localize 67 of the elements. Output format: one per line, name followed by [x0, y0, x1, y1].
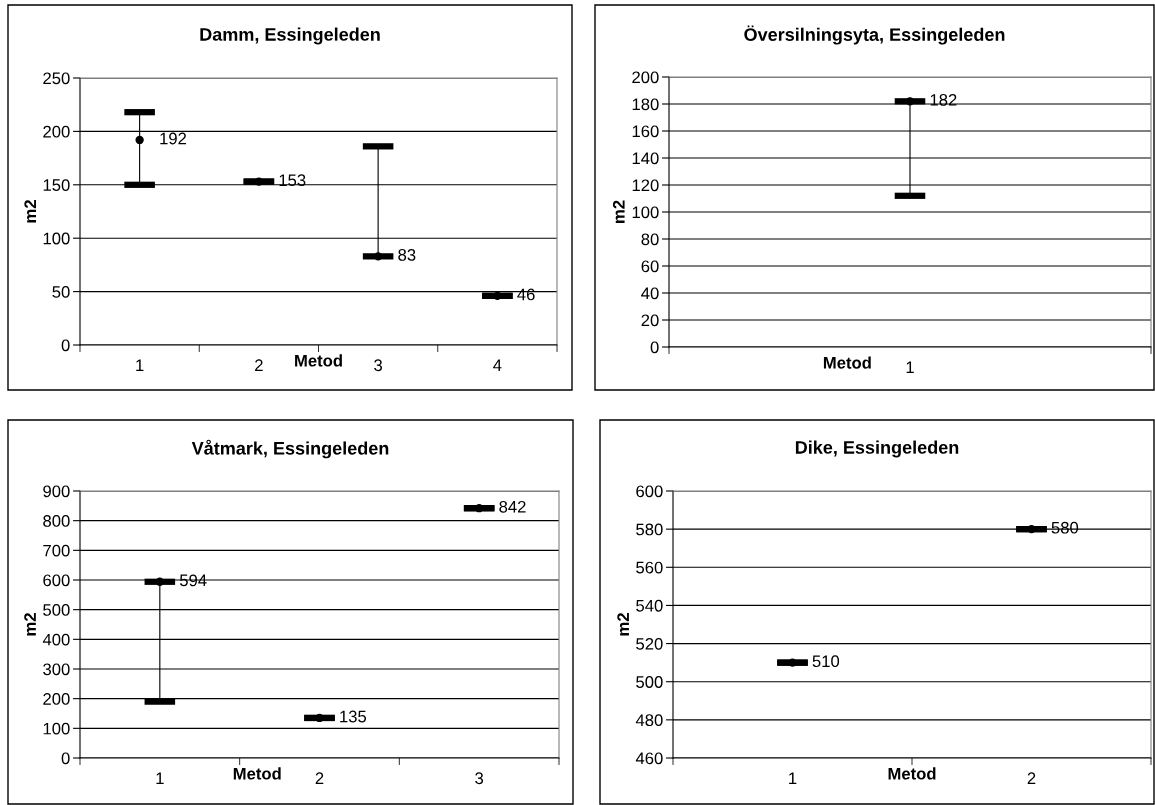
- data-label: 135: [340, 710, 367, 723]
- point: [135, 135, 144, 145]
- y-tick-label: 0: [61, 339, 70, 352]
- y-tick-label: 200: [43, 693, 70, 705]
- y-tick-label: 100: [43, 232, 70, 245]
- y-tick-label: 160: [632, 125, 659, 138]
- y-tick-label: 50: [52, 286, 70, 298]
- y-tick-label: 100: [43, 722, 70, 735]
- data-label: 83: [398, 249, 416, 261]
- x-axis-title: Metod: [888, 767, 936, 780]
- data-label: 510: [812, 655, 840, 668]
- y-tick-label: 140: [632, 152, 659, 165]
- x-tick-label: 1: [156, 772, 164, 784]
- x-tick-label: 2: [1027, 772, 1036, 784]
- y-tick-label: 300: [43, 663, 70, 676]
- y-tick-label: 0: [650, 341, 659, 354]
- y-axis-title: m2: [612, 200, 625, 223]
- y-axis-title: m2: [24, 200, 36, 223]
- x-tick-label: 3: [374, 359, 383, 372]
- y-tick-label: 120: [632, 179, 659, 192]
- y-tick-label: 900: [43, 485, 70, 498]
- chart-title: Översilningsyta, Essingeleden: [744, 25, 1005, 45]
- x-axis-title: Metod: [823, 356, 871, 369]
- y-tick-label: 150: [43, 179, 70, 191]
- y-tick-label: 600: [636, 485, 663, 498]
- y-tick-label: 0: [61, 752, 70, 765]
- y-tick-label: 560: [636, 561, 663, 574]
- y-tick-label: 100: [632, 206, 659, 219]
- x-axis-title: Metod: [233, 767, 281, 780]
- y-tick-label: 700: [43, 544, 70, 557]
- data-label: 192: [160, 132, 187, 145]
- y-tick-label: 460: [635, 752, 663, 765]
- y-tick-label: 800: [43, 515, 70, 527]
- data-label: 153: [279, 174, 306, 187]
- data-label: 182: [930, 93, 957, 106]
- chart-title: Dike, Essingeleden: [795, 440, 959, 458]
- chart-title: Våtmark, Essingeleden: [191, 439, 389, 459]
- data-label: 594: [179, 574, 207, 587]
- y-tick-label: 580: [636, 523, 663, 536]
- y-tick-label: 480: [635, 714, 663, 727]
- y-tick-label: 60: [641, 260, 659, 273]
- y-tick-label: 20: [641, 314, 659, 327]
- data-label: 842: [499, 500, 526, 513]
- x-tick-label: 2: [315, 772, 324, 784]
- y-tick-label: 600: [43, 574, 70, 587]
- x-axis-title: Metod: [295, 354, 342, 367]
- x-tick-label: 1: [789, 772, 797, 784]
- y-axis-title: m2: [24, 613, 36, 636]
- y-tick-label: 540: [636, 599, 663, 612]
- x-tick-label: 4: [493, 359, 502, 371]
- chart-title: Damm, Essingeleden: [200, 27, 380, 45]
- y-tick-label: 500: [43, 604, 70, 616]
- y-tick-label: 400: [42, 633, 70, 646]
- x-tick-label: 1: [136, 359, 144, 371]
- x-tick-label: 1: [906, 361, 914, 373]
- point: [315, 713, 324, 723]
- y-tick-label: 40: [641, 287, 659, 300]
- y-tick-label: 520: [636, 637, 663, 650]
- y-tick-label: 180: [632, 98, 659, 111]
- y-tick-label: 80: [641, 233, 659, 246]
- x-tick-label: 3: [475, 772, 484, 785]
- y-tick-label: 250: [43, 72, 70, 85]
- y-tick-label: 200: [43, 125, 70, 138]
- y-tick-label: 500: [636, 676, 663, 688]
- x-tick-label: 2: [255, 359, 263, 371]
- y-tick-label: 200: [632, 71, 659, 84]
- y-axis-title: m2: [617, 613, 629, 636]
